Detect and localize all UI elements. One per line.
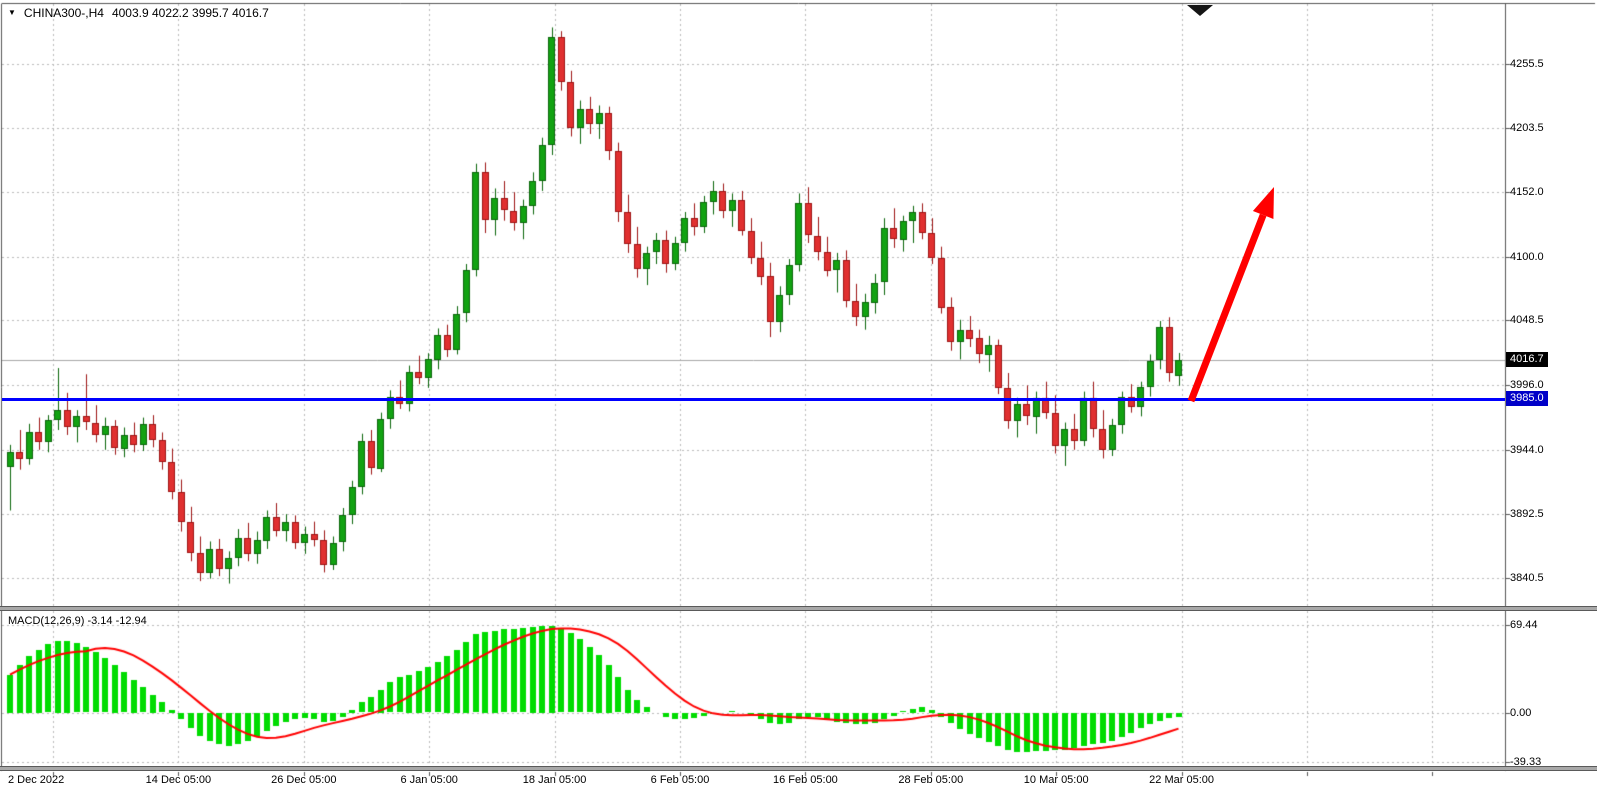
macd-indicator-label: MACD(12,26,9) -3.14 -12.94 [8,615,147,627]
time-axis-label: 16 Feb 05:00 [772,774,838,786]
time-axis-label: 6 Jan 05:00 [400,774,458,786]
horizontal-line-annotation[interactable] [2,398,1505,401]
chart-header: ▼ CHINA300-,H4 4003.9 4022.2 3995.7 4016… [8,6,269,20]
macd-axis-label: 69.44 [1510,619,1538,632]
hline-price-tag: 3985.0 [1506,391,1548,406]
time-axis-label: 14 Dec 05:00 [145,774,212,786]
symbol-dropdown-icon: ▼ [8,8,16,17]
price-axis-label: 4048.5 [1510,314,1544,327]
time-axis-label: 28 Feb 05:00 [898,774,964,786]
arrow-shaft[interactable] [1187,213,1267,403]
price-axis-label: 3944.0 [1510,443,1544,456]
symbol-period-label: CHINA300-,H4 [23,6,104,20]
time-axis-label: 6 Feb 05:00 [650,774,710,786]
current-price-tag: 4016.7 [1506,352,1548,367]
time-axis-label: 2 Dec 2022 [8,774,65,786]
price-axis-label: 3840.5 [1510,571,1544,584]
time-axis-label: 18 Jan 05:00 [522,774,587,786]
price-axis-label: 3892.5 [1510,507,1544,520]
price-axis-label: 4152.0 [1510,186,1544,199]
arrow-head[interactable] [1252,187,1274,219]
time-axis-label: 10 Mar 05:00 [1023,774,1089,786]
price-axis-label: 3996.0 [1510,379,1544,392]
ohlc-values-label: 4003.9 4022.2 3995.7 4016.7 [111,6,269,20]
chart-shift-marker-icon[interactable] [1187,5,1213,16]
time-axis-label: 26 Dec 05:00 [271,774,337,786]
time-axis-label: 22 Mar 05:00 [1149,774,1215,786]
panel-splitter-macd-time[interactable] [0,766,1597,771]
price-axis-label: 4203.5 [1510,122,1544,135]
price-axis-label: 4255.5 [1510,58,1544,70]
macd-axis-label: 0.00 [1510,706,1532,719]
panel-splitter-main-macd[interactable] [0,606,1597,611]
macd-axis-label: -39.33 [1510,756,1542,769]
price-axis-label: 4100.0 [1510,250,1544,263]
